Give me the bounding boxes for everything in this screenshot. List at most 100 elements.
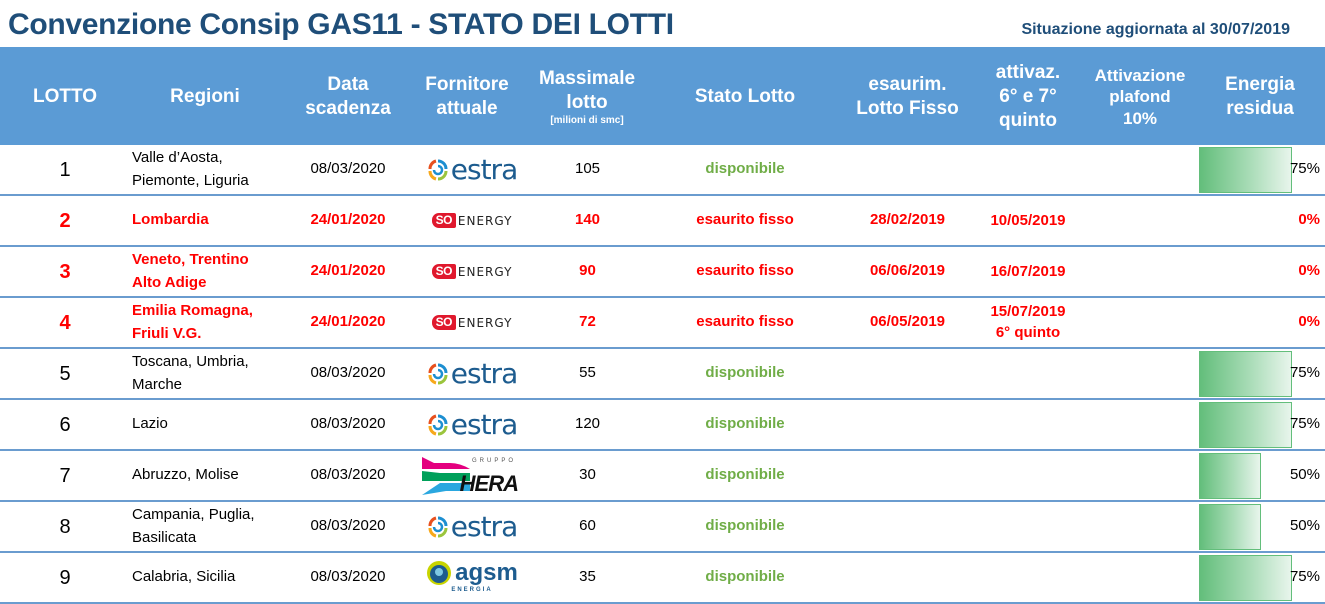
energia-percent: 50% <box>1289 466 1320 484</box>
estra-logo: estra <box>427 506 518 548</box>
estra-swirl-icon <box>428 363 448 384</box>
regioni-cell: Lombardia <box>132 196 292 245</box>
esaurim-date <box>845 451 970 500</box>
attivaz-date: 10/05/2019 <box>990 211 1066 229</box>
energia-percent: 75% <box>1289 415 1320 433</box>
regioni-line1: Emilia Romagna, <box>132 302 253 319</box>
fornitore-cell: estra <box>412 349 532 398</box>
regioni-line1: Toscana, Umbria, <box>132 353 249 370</box>
header-attivaz-line1: attivaz. <box>995 62 1061 84</box>
fornitore-cell: SO ENERGY <box>412 298 532 347</box>
energia-percent: 75% <box>1289 160 1320 178</box>
esaurim-date: 28/02/2019 <box>869 211 946 229</box>
energia-percent: 0% <box>1298 262 1320 280</box>
estra-logo: estra <box>427 353 518 395</box>
lotto-number: 8 <box>59 515 71 538</box>
plafond-cell <box>1090 298 1190 347</box>
plafond-cell <box>1090 400 1190 449</box>
massimale: 140 <box>574 211 601 229</box>
plafond-cell <box>1090 196 1190 245</box>
esaurim-date <box>845 349 970 398</box>
regioni-cell: Campania, Puglia, Basilicata <box>132 502 292 551</box>
energia-residua: 75% <box>1196 400 1322 449</box>
data-scadenza: 08/03/2020 <box>310 364 386 382</box>
stato-lotto: esaurito fisso <box>696 313 794 331</box>
header-plafond-line2: plafond <box>1109 87 1171 107</box>
esaurim-date <box>845 400 970 449</box>
header-energia: Energia residua <box>1200 49 1320 145</box>
energia-residua: 75% <box>1196 553 1322 602</box>
attivaz-cell: 16/07/2019 <box>968 247 1088 296</box>
table-header: LOTTO Regioni Data scadenza Fornitore at… <box>0 49 1325 145</box>
regioni-line2: Marche <box>132 375 183 393</box>
data-scadenza: 24/01/2020 <box>310 313 386 331</box>
plafond-cell <box>1090 502 1190 551</box>
regioni-cell: Calabria, Sicilia <box>132 553 292 602</box>
hera-waves-icon <box>422 456 470 495</box>
stato-lotto: disponibile <box>705 415 785 433</box>
regioni-line2: Friuli V.G. <box>132 324 202 342</box>
plafond-cell <box>1090 451 1190 500</box>
fornitore-cell: estra <box>412 400 532 449</box>
header-data-line2: scadenza <box>305 98 391 119</box>
energia-bar <box>1199 453 1261 499</box>
regioni-cell: Lazio <box>132 400 292 449</box>
header-data-scadenza: Data scadenza <box>293 49 403 145</box>
fornitore-cell: GRUPPO HERA <box>412 451 532 500</box>
energia-residua: 0% <box>1196 196 1322 245</box>
header-fornitore: Fornitore attuale <box>412 49 522 145</box>
data-scadenza: 24/01/2020 <box>310 262 386 280</box>
regioni-line2: Piemonte, Liguria <box>132 171 249 189</box>
regioni-line1: Lombardia <box>132 211 209 229</box>
fornitore-cell: SO ENERGY <box>412 247 532 296</box>
energia-percent: 75% <box>1289 364 1320 382</box>
energia-bar <box>1199 147 1292 193</box>
header-massimale-line2: lotto <box>566 92 608 113</box>
data-scadenza: 08/03/2020 <box>310 517 386 535</box>
esaurim-date: 06/06/2019 <box>869 262 946 280</box>
esaurim-date <box>845 502 970 551</box>
header-plafond-line1: Attivazione <box>1094 66 1186 86</box>
header-massimale-line1: Massimale <box>538 68 636 90</box>
regioni-cell: Emilia Romagna, Friuli V.G. <box>132 298 292 347</box>
energia-percent: 75% <box>1289 568 1320 586</box>
header-esaurim: esaurim. Lotto Fisso <box>840 49 975 145</box>
agsm-logo: agsm ENERGIA <box>426 560 518 595</box>
page-title: Convenzione Consip GAS11 - STATO DEI LOT… <box>8 8 674 41</box>
regioni-cell: Veneto, Trentino Alto Adige <box>132 247 292 296</box>
header-stato: Stato Lotto <box>670 49 820 145</box>
massimale: 105 <box>574 160 601 178</box>
table-row: 3 Veneto, Trentino Alto Adige 24/01/2020 … <box>0 247 1325 298</box>
stato-lotto: esaurito fisso <box>696 262 794 280</box>
table-row: 6 Lazio 08/03/2020 estra 120 disponibile… <box>0 400 1325 451</box>
energia-percent: 0% <box>1298 313 1320 331</box>
update-date: Situazione aggiornata al 30/07/2019 <box>1021 21 1290 38</box>
attivaz-cell <box>968 145 1088 194</box>
estra-swirl-icon <box>428 159 448 180</box>
data-scadenza: 08/03/2020 <box>310 466 386 484</box>
energia-residua: 50% <box>1196 451 1322 500</box>
energia-percent: 0% <box>1298 211 1320 229</box>
fornitore-cell: estra <box>412 502 532 551</box>
regioni-line2: Basilicata <box>132 528 197 546</box>
fornitore-cell: agsm ENERGIA <box>412 553 532 602</box>
header-energia-line1: Energia <box>1225 74 1295 96</box>
header-esaurim-line2: Lotto Fisso <box>856 98 959 119</box>
estra-swirl-icon <box>428 516 448 537</box>
stato-lotto: esaurito fisso <box>696 211 794 229</box>
attivaz-cell <box>968 451 1088 500</box>
table-row: 7 Abruzzo, Molise 08/03/2020 GRUPPO HERA … <box>0 451 1325 502</box>
table-row: 9 Calabria, Sicilia 08/03/2020 agsm ENERG… <box>0 553 1325 604</box>
data-scadenza: 08/03/2020 <box>310 568 386 586</box>
header-energia-line2: residua <box>1226 98 1294 119</box>
header-attivaz: attivaz. 6° e 7° quinto <box>968 49 1088 145</box>
energia-residua: 0% <box>1196 247 1322 296</box>
attivaz-date: 16/07/2019 <box>990 262 1066 280</box>
massimale: 120 <box>574 415 601 433</box>
data-scadenza: 24/01/2020 <box>310 211 386 229</box>
header-plafond-line3: 10% <box>1122 108 1158 128</box>
header-fornitore-line1: Fornitore <box>425 74 509 96</box>
header-stato-label: Stato Lotto <box>694 86 796 108</box>
massimale: 30 <box>579 466 596 484</box>
lotto-number: 3 <box>59 260 71 283</box>
